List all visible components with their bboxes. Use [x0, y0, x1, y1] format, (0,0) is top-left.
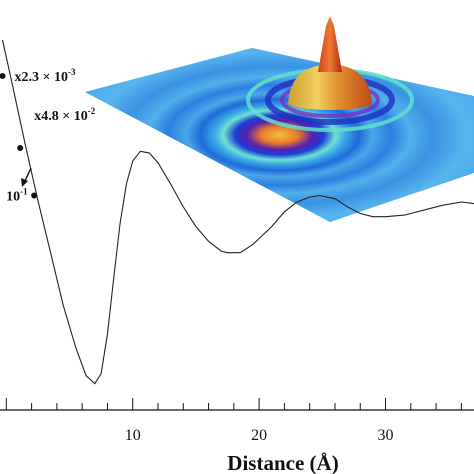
scale-marker-dot [0, 73, 6, 79]
x-ticks [5, 398, 462, 410]
inset-surface [85, 48, 474, 222]
inset-surface-plot [85, 16, 474, 222]
x-tick-labels: 10 20 30 [125, 427, 394, 444]
axes: 10 20 30 Distance (Å) [0, 398, 474, 474]
x-tick-label: 30 [378, 427, 394, 444]
x-axis-title: Distance (Å) [227, 451, 338, 474]
annotation-arrow-head [21, 178, 28, 187]
scale-marker-dot [31, 192, 38, 199]
inset-spike [318, 16, 342, 72]
scale-markers: x2.3 × 10-3 x4.8 × 10-2 10-1 [0, 67, 96, 204]
scale-marker-label: 10-1 [6, 186, 28, 204]
x-tick-label: 20 [251, 427, 267, 444]
scale-marker-dot [17, 145, 24, 151]
scale-marker-label: x2.3 × 10-3 [15, 67, 76, 85]
series-line [1, 39, 474, 385]
x-tick-label: 10 [125, 427, 141, 444]
scale-marker-label: x4.8 × 10-2 [34, 106, 95, 124]
inset-peak [288, 64, 372, 110]
